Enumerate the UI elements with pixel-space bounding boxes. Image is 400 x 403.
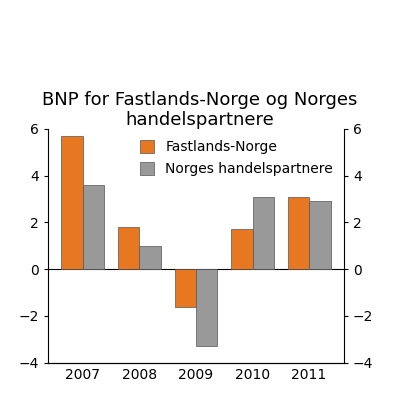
Bar	[174, 269, 196, 307]
Bar	[83, 185, 104, 269]
Bar	[231, 229, 252, 269]
Bar	[62, 136, 83, 269]
Legend: Fastlands-Norge, Norges handelspartnere: Fastlands-Norge, Norges handelspartnere	[136, 136, 337, 181]
Text: handelspartnere: handelspartnere	[126, 111, 274, 129]
Bar	[309, 202, 330, 269]
Bar	[196, 269, 218, 346]
Bar	[140, 246, 161, 269]
Bar	[118, 227, 140, 269]
Bar	[252, 197, 274, 269]
Text: BNP for Fastlands-Norge og Norges: BNP for Fastlands-Norge og Norges	[42, 91, 358, 109]
Bar	[288, 197, 309, 269]
